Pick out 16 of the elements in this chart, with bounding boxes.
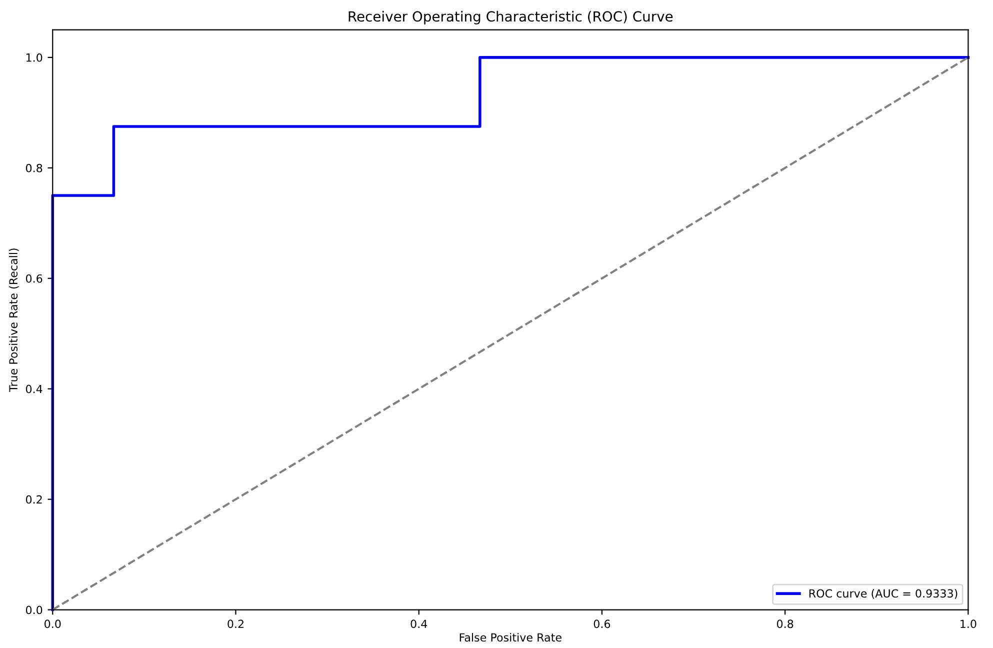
x-tick-label: 0.6 [594,620,610,628]
y-tick-label: 0.4 [26,384,42,394]
x-axis-title: False Positive Rate [460,633,562,642]
y-tick-label: 1.0 [26,53,42,62]
chart-title: Receiver Operating Characteristic (ROC) Curve [348,10,673,24]
y-tick-label: 0.2 [26,495,42,504]
x-tick-label: 0.8 [776,620,794,628]
x-tick-label: 1.0 [960,620,976,628]
legend-label: ROC curve (AUC = 0.9333) [809,589,958,599]
y-tick-label: 0.6 [26,274,42,283]
x-tick-label: 0.0 [44,620,61,628]
x-tick-label: 0.2 [228,620,244,628]
y-tick-label: 0.8 [26,164,42,172]
y-axis-title: True Positive Rate (Recall) [8,248,19,392]
x-tick-label: 0.4 [410,620,428,628]
y-tick-label: 0.0 [26,606,42,614]
